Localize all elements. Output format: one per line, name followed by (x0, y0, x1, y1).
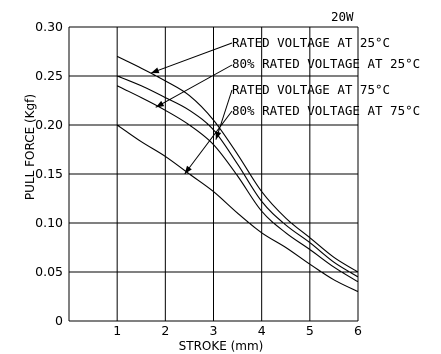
y-tick-label: 0.25 (35, 68, 63, 83)
chart-title: 20W (331, 9, 354, 24)
x-tick-label: 5 (306, 323, 314, 338)
leader-arrowhead-2 (155, 100, 165, 108)
x-tick-label: 3 (210, 323, 218, 338)
leader-line-3 (215, 89, 233, 140)
legend-label-4: 80% RATED VOLTAGE AT 75°C (232, 103, 420, 118)
x-tick-labels: 1 2 3 4 5 6 (113, 323, 362, 338)
y-tick-label: 0.20 (35, 117, 63, 132)
leader-arrowhead-1 (150, 67, 160, 74)
legend: RATED VOLTAGE AT 25°C 80% RATED VOLTAGE A… (150, 35, 420, 175)
leader-line-2 (155, 64, 233, 108)
y-axis-title: PULL FORCE (Kgf) (23, 94, 37, 200)
leader-arrowhead-3 (215, 131, 222, 140)
series-line-4 (116, 124, 359, 293)
leader-line-1 (150, 42, 233, 74)
series-line-2 (116, 75, 359, 278)
y-tick-label: 0 (55, 313, 63, 328)
series-line-1 (116, 55, 359, 273)
y-tick-labels: 0 0.05 0.10 0.15 0.20 0.25 0.30 (35, 19, 63, 328)
x-tick-label: 4 (258, 323, 266, 338)
y-tick-label: 0.15 (35, 166, 63, 181)
x-axis-title: STROKE (mm) (179, 339, 264, 353)
y-tick-label: 0.30 (35, 19, 63, 34)
leader-arrowhead-4 (184, 165, 192, 174)
y-tick-label: 0.05 (35, 264, 63, 279)
legend-label-2: 80% RATED VOLTAGE AT 25°C (232, 56, 420, 71)
x-tick-label: 1 (113, 323, 121, 338)
x-tick-label: 6 (354, 323, 362, 338)
leader-line-4 (184, 110, 233, 175)
x-tick-label: 2 (161, 323, 169, 338)
plot-grid (68, 26, 359, 322)
legend-label-3: RATED VOLTAGE AT 75°C (232, 82, 390, 97)
y-tick-label: 0.10 (35, 215, 63, 230)
legend-label-1: RATED VOLTAGE AT 25°C (232, 35, 390, 50)
